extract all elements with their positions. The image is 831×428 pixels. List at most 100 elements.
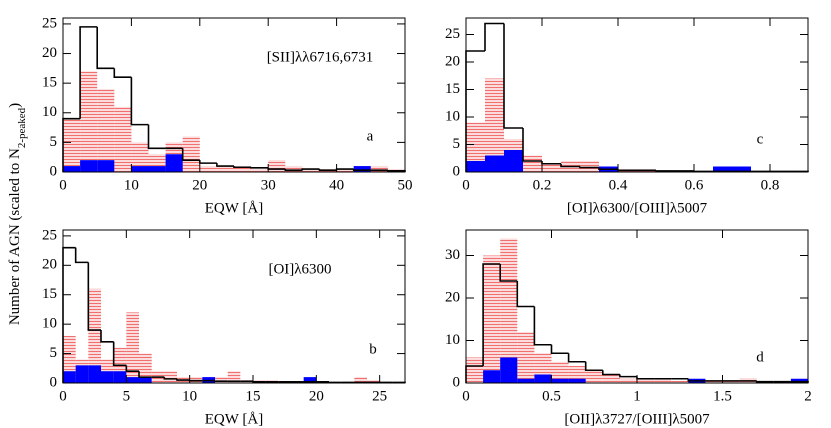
step-bin — [79, 26, 98, 119]
panel-letter: d — [756, 349, 764, 365]
hatched-bar — [551, 361, 569, 383]
y-label-sub: 2-peaked — [16, 107, 28, 148]
step-bin — [503, 23, 523, 129]
x-tick-label: 40 — [329, 177, 344, 193]
x-tick-label: 15 — [246, 388, 261, 404]
step-bin — [687, 378, 706, 382]
hatched-bar — [602, 374, 620, 383]
filled-bar — [165, 154, 183, 172]
hatched-bar — [722, 380, 740, 383]
hatched-bar — [182, 136, 200, 172]
step-bin — [214, 380, 228, 383]
hatched-bar — [251, 169, 269, 172]
hatched-bar — [126, 312, 139, 383]
y-tick-label: 0 — [50, 374, 58, 390]
y-tick-label: 10 — [445, 108, 460, 124]
step-bin — [484, 22, 504, 51]
step-bin — [619, 374, 637, 378]
y-tick-label: 0 — [453, 163, 461, 179]
filled-bar — [63, 371, 76, 383]
x-tick-label: 1 — [633, 388, 641, 404]
x-tick-label: 0 — [462, 177, 470, 193]
x-tick-label: 0 — [59, 177, 67, 193]
step-bin — [655, 170, 675, 172]
x-tick-label: 10 — [124, 177, 139, 193]
plot-frame — [62, 17, 406, 173]
step-bin — [147, 124, 166, 150]
y-tick-label: 15 — [42, 286, 57, 302]
hatched-bar — [485, 78, 504, 172]
filled-bar — [126, 377, 139, 383]
step-bin — [181, 148, 200, 161]
filled-bar — [88, 365, 101, 383]
filled-bar — [131, 166, 149, 172]
hatched-bar — [302, 169, 320, 172]
hatched-bar — [517, 332, 535, 383]
hatched-bar — [654, 378, 672, 383]
filled-bar — [534, 374, 552, 383]
hatched-bar — [637, 378, 655, 383]
x-tick-label: 25 — [372, 388, 387, 404]
y-tick-label: 20 — [445, 53, 460, 69]
x-tick-label: 50 — [398, 177, 413, 193]
y-tick-label: 30 — [445, 247, 460, 263]
filled-bar — [80, 160, 98, 172]
y-tick-label: 10 — [445, 332, 460, 348]
step-bin — [550, 344, 569, 355]
step-bin — [318, 169, 337, 172]
filled-bar — [97, 160, 115, 172]
step-bin — [130, 77, 149, 126]
step-bin — [560, 163, 580, 168]
hatched-bar — [63, 118, 81, 172]
step-bin — [301, 168, 320, 171]
filled-bar — [713, 166, 732, 172]
x-tick-label: 0.2 — [533, 177, 552, 193]
step-bin — [516, 281, 535, 308]
x-tick-label: 0.5 — [542, 388, 561, 404]
step-bin — [216, 163, 234, 167]
hatched-bar — [268, 160, 286, 172]
step-bin — [100, 330, 114, 343]
hatched-bar — [619, 378, 637, 383]
hatched-bar — [336, 169, 354, 172]
filled-bar — [517, 378, 535, 383]
y-tick-label: 15 — [42, 75, 57, 91]
hatched-bar — [523, 155, 542, 172]
annotation: [OI]λ6300 — [268, 261, 331, 277]
step-bin — [499, 264, 518, 282]
hatched-bar — [483, 255, 501, 383]
filled-bar — [732, 166, 751, 172]
hatched-bar — [354, 377, 367, 383]
y-tick-label: 0 — [50, 163, 58, 179]
hatched-bar — [370, 166, 388, 172]
x-tick-label: 0.8 — [761, 177, 780, 193]
step-bin — [636, 376, 655, 380]
filled-bar — [504, 150, 523, 172]
hatched-bar — [97, 89, 115, 172]
x-tick-label: 0 — [59, 388, 67, 404]
annotation: [SII]λλ6716,6731 — [267, 49, 374, 65]
step-bin — [693, 170, 713, 173]
filled-bar — [148, 166, 166, 172]
hatched-bar — [88, 288, 101, 383]
y-tick-label: 5 — [50, 345, 58, 361]
step-bin — [112, 341, 127, 367]
y-axis-label: Number of AGN (scaled to N2-peaked) — [7, 103, 27, 325]
filled-bar — [483, 370, 501, 383]
filled-bar — [500, 357, 518, 383]
x-tick-label: 30 — [261, 177, 276, 193]
step-bin — [598, 167, 618, 171]
hatched-bar — [216, 166, 234, 172]
y-tick-label: 5 — [50, 134, 58, 150]
x-axis-label: [OI]λ6300/[OIII]λ5007 — [567, 200, 708, 216]
hatched-bar — [227, 371, 241, 383]
hatched-bar — [234, 166, 252, 172]
y-tick-label: 20 — [445, 289, 460, 305]
hatched-bar — [367, 380, 380, 383]
step-bin — [233, 166, 252, 169]
step-bin — [584, 361, 603, 372]
hatched-bar — [466, 357, 484, 383]
step-bin — [522, 128, 542, 162]
y-tick-label: 20 — [42, 45, 57, 61]
